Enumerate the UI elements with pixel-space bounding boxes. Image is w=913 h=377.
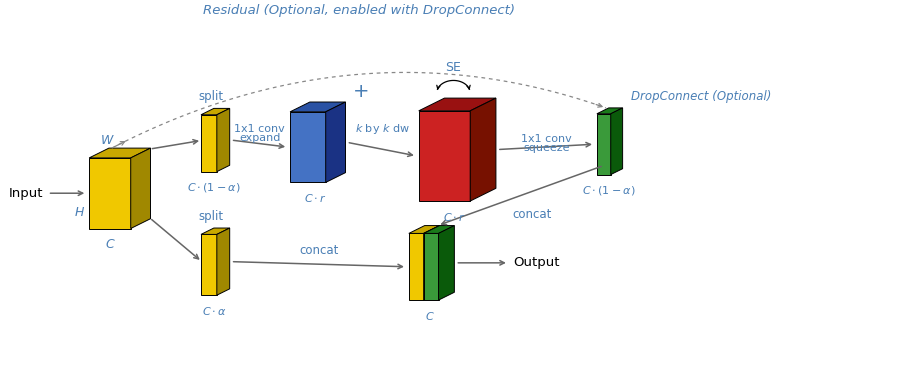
Polygon shape: [290, 102, 345, 112]
Polygon shape: [409, 225, 439, 233]
Polygon shape: [201, 115, 216, 172]
Text: 1x1 conv: 1x1 conv: [235, 124, 285, 134]
Polygon shape: [89, 148, 151, 158]
Polygon shape: [326, 102, 345, 182]
Polygon shape: [470, 98, 496, 201]
Polygon shape: [201, 234, 216, 295]
Text: expand: expand: [239, 133, 280, 143]
Text: squeeze: squeeze: [523, 143, 570, 153]
Text: +: +: [352, 82, 369, 101]
Polygon shape: [419, 98, 496, 111]
Text: $C$: $C$: [425, 310, 435, 322]
Text: concat: concat: [513, 208, 552, 221]
Polygon shape: [597, 114, 611, 175]
Polygon shape: [131, 148, 151, 228]
Text: SE: SE: [446, 61, 461, 74]
Polygon shape: [201, 228, 230, 234]
Polygon shape: [424, 233, 438, 300]
Text: $H$: $H$: [74, 207, 85, 219]
Text: Input: Input: [9, 187, 44, 200]
Polygon shape: [419, 111, 470, 201]
Polygon shape: [89, 158, 131, 228]
Polygon shape: [216, 109, 230, 172]
Text: $C \cdot (1-\alpha)$: $C \cdot (1-\alpha)$: [187, 181, 241, 195]
Polygon shape: [438, 225, 455, 300]
Text: $k$ by $k$ dw: $k$ by $k$ dw: [354, 123, 410, 136]
Text: concat: concat: [299, 244, 339, 257]
Text: $C \cdot (1-\alpha)$: $C \cdot (1-\alpha)$: [582, 184, 635, 198]
Polygon shape: [201, 109, 230, 115]
Polygon shape: [216, 228, 230, 295]
Polygon shape: [611, 108, 623, 175]
Text: $C \cdot \alpha$: $C \cdot \alpha$: [202, 305, 226, 317]
Text: split: split: [199, 89, 224, 103]
Polygon shape: [424, 225, 439, 300]
Text: DropConnect (Optional): DropConnect (Optional): [631, 90, 771, 103]
Text: 1x1 conv: 1x1 conv: [521, 134, 572, 144]
Text: $C \cdot r$: $C \cdot r$: [444, 211, 467, 223]
Text: $W$: $W$: [100, 134, 115, 147]
Text: $C \cdot r$: $C \cdot r$: [304, 192, 327, 204]
Text: Residual (Optional, enabled with DropConnect): Residual (Optional, enabled with DropCon…: [203, 4, 515, 17]
Polygon shape: [424, 225, 455, 233]
Polygon shape: [290, 112, 326, 182]
Polygon shape: [597, 108, 623, 114]
Text: $C$: $C$: [105, 238, 115, 251]
Text: Output: Output: [514, 256, 561, 269]
Text: split: split: [199, 210, 224, 223]
Polygon shape: [409, 233, 424, 300]
